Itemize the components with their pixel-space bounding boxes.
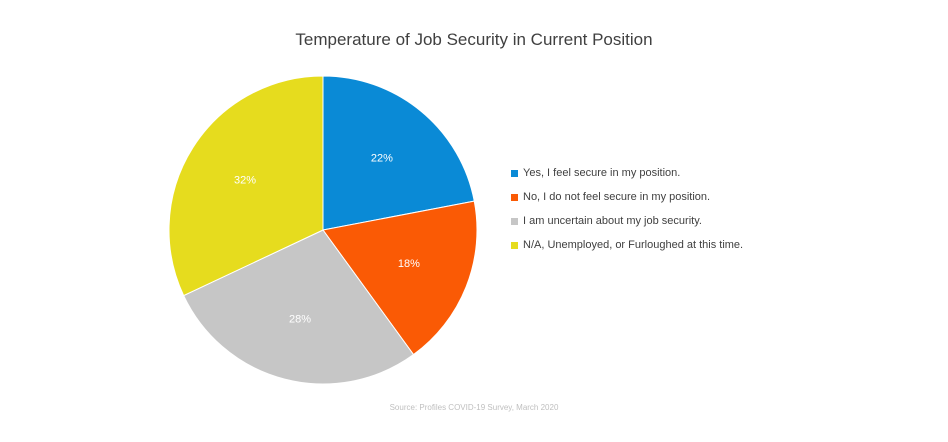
legend-swatch-uncertain (511, 217, 518, 225)
legend-swatch-not-secure (511, 193, 518, 201)
slice-label-not-secure: 18% (398, 258, 420, 270)
legend-swatch-yes-secure (511, 169, 518, 177)
legend-label-yes-secure: Yes, I feel secure in my position. (523, 167, 681, 179)
legend-label-uncertain: I am uncertain about my job security. (523, 215, 702, 227)
legend-item-not-secure: No, I do not feel secure in my position. (511, 189, 743, 205)
slice-label-na-unemployed: 32% (234, 174, 256, 186)
legend-label-not-secure: No, I do not feel secure in my position. (523, 191, 711, 203)
chart-title: Temperature of Job Security in Current P… (295, 30, 653, 49)
legend-item-uncertain: I am uncertain about my job security. (511, 213, 743, 229)
pie-slice-not-secure (322, 200, 478, 356)
pie-slice-uncertain (182, 229, 415, 385)
legend-swatch-na-unemployed (511, 241, 518, 249)
source-note: Source: Profiles COVID-19 Survey, March … (389, 403, 559, 412)
pie-slice-na-unemployed (168, 75, 324, 297)
legend-label-na-unemployed: N/A, Unemployed, or Furloughed at this t… (523, 239, 744, 251)
legend-item-na-unemployed: N/A, Unemployed, or Furloughed at this t… (511, 237, 743, 253)
slice-label-yes-secure: 22% (371, 153, 393, 165)
chart-legend: Yes, I feel secure in my position. No, I … (511, 165, 743, 261)
slice-label-uncertain: 28% (289, 313, 311, 325)
pie-slice-yes-secure (322, 75, 475, 231)
legend-item-yes-secure: Yes, I feel secure in my position. (511, 165, 743, 181)
